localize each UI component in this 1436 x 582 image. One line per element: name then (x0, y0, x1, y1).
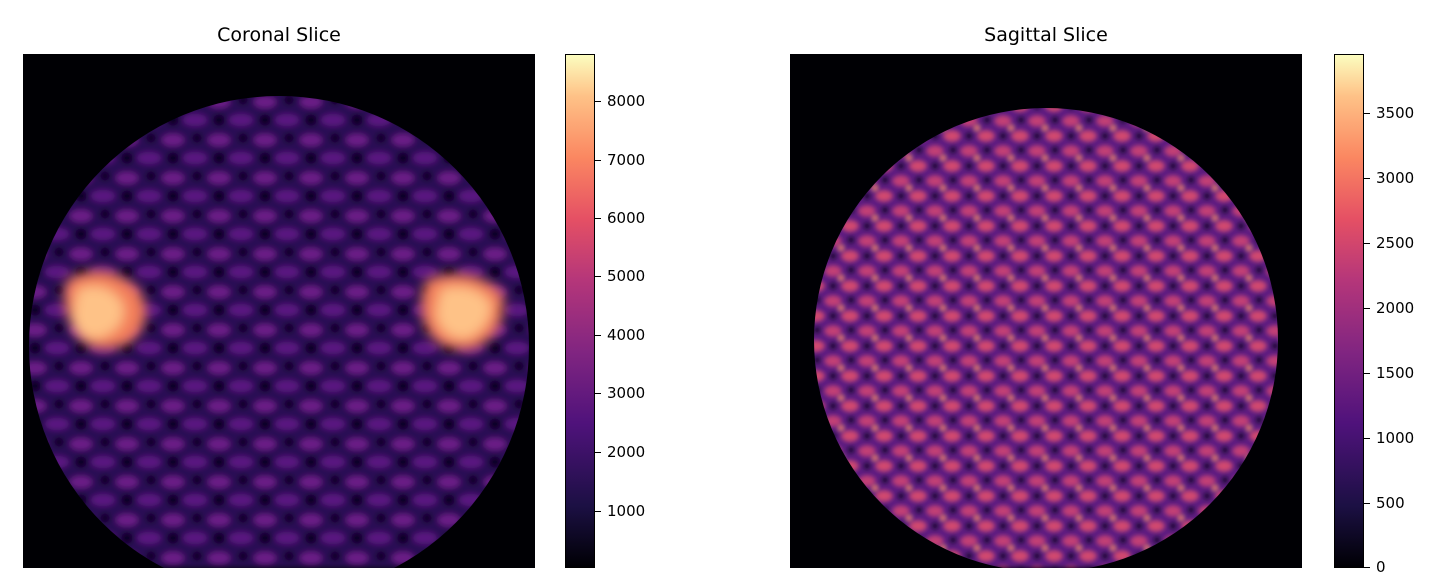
sagittal-image (790, 54, 1302, 568)
colorbar-tick-label: 5000 (607, 267, 646, 285)
colorbar-tick-label: 0 (1376, 558, 1386, 576)
colorbar-tick-label: 2500 (1376, 234, 1415, 252)
colorbar-tick-label: 2000 (607, 443, 646, 461)
colorbar-tick-label: 1000 (1376, 429, 1415, 447)
colorbar-tick-label: 4000 (607, 326, 646, 344)
colorbar-tick-label: 1000 (607, 502, 646, 520)
colorbar-tick-label: 7000 (607, 151, 646, 169)
colorbar-tick-label: 8000 (607, 92, 646, 110)
colorbar-tick-label: 500 (1376, 494, 1405, 512)
colorbar-tick-label: 2000 (1376, 299, 1415, 317)
colorbar-tick-label: 3000 (607, 384, 646, 402)
colorbar-tick-label: 6000 (607, 209, 646, 227)
colorbar-tick-label: 1500 (1376, 364, 1415, 382)
sagittal-colorbar (1334, 54, 1364, 568)
sagittal-title: Sagittal Slice (984, 24, 1108, 46)
coronal-image (23, 54, 535, 568)
colorbar-tick-label: 3500 (1376, 104, 1415, 122)
coronal-title: Coronal Slice (217, 24, 341, 46)
coronal-colorbar (565, 54, 595, 568)
colorbar-tick-label: 3000 (1376, 169, 1415, 187)
